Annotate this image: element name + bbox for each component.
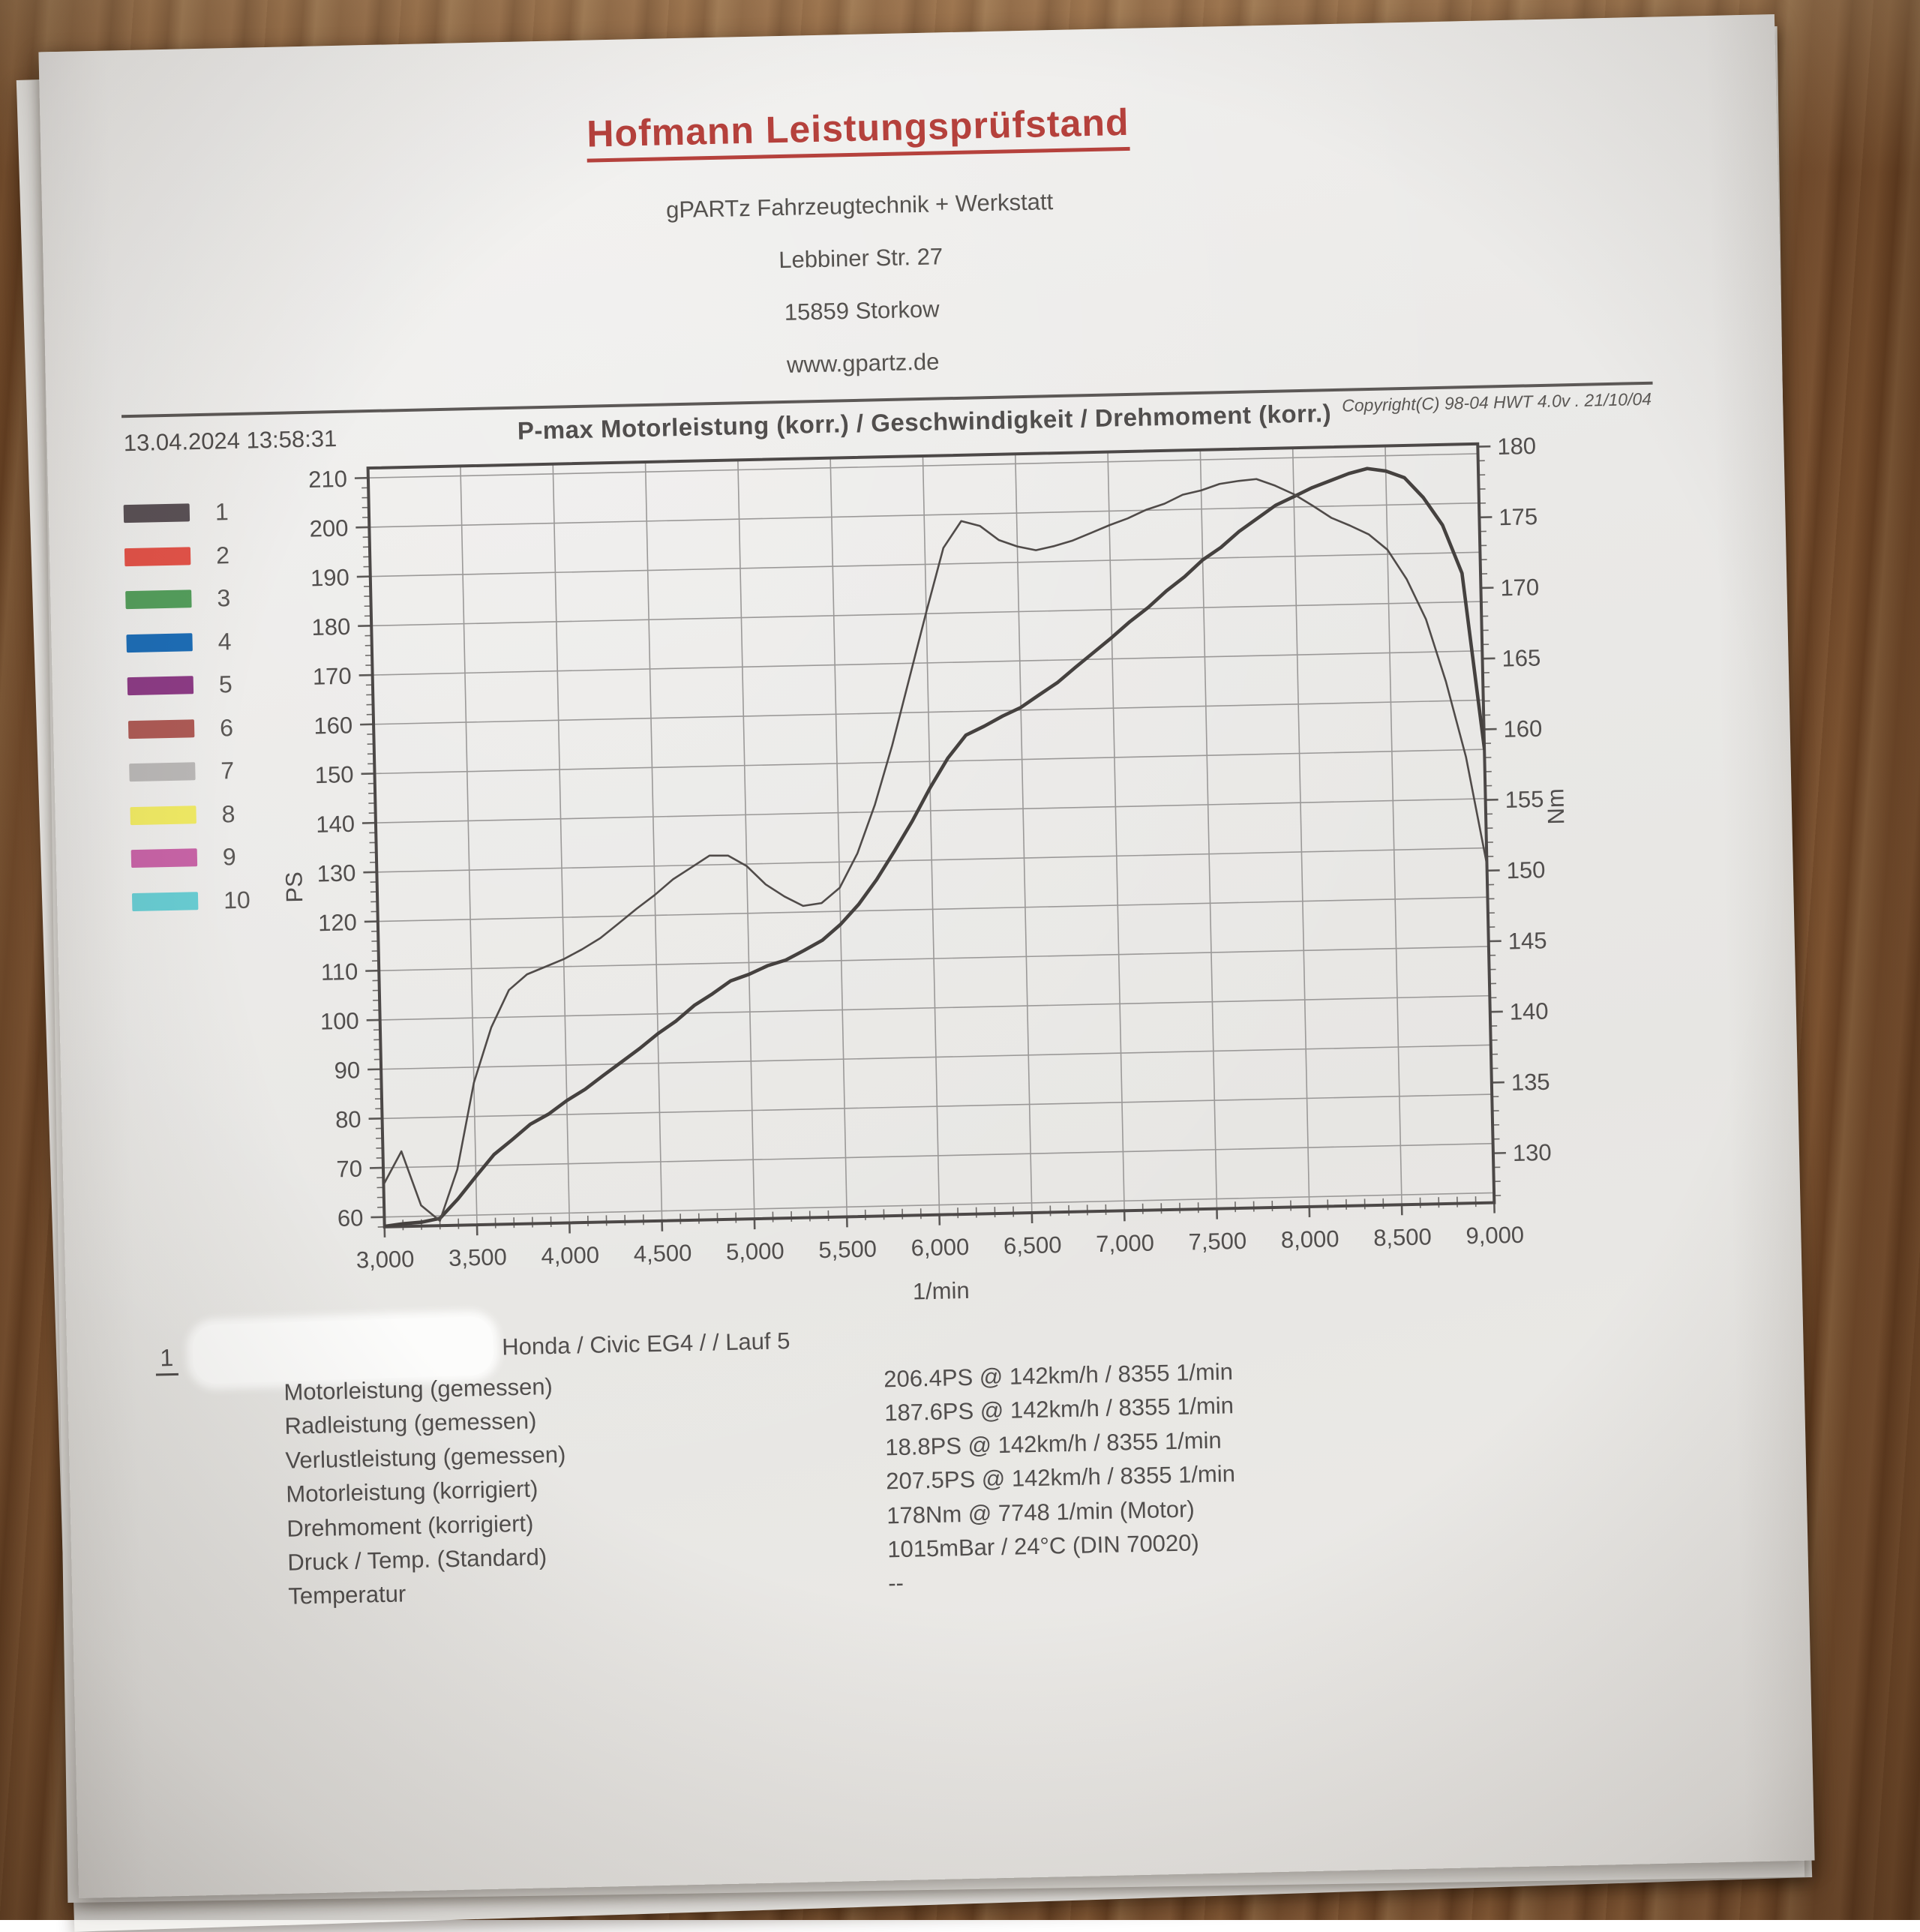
svg-text:210: 210 xyxy=(308,466,347,493)
legend-color-swatch xyxy=(131,848,198,868)
legend-color-swatch xyxy=(124,547,191,566)
svg-text:150: 150 xyxy=(314,761,353,788)
dyno-printout-page: Hofmann Leistungsprüfstand gPARTz Fahrze… xyxy=(38,14,1814,1898)
svg-text:110: 110 xyxy=(320,958,358,986)
result-value: 178Nm @ 7748 1/min (Motor) xyxy=(886,1496,1195,1529)
svg-text:130: 130 xyxy=(1513,1139,1552,1166)
legend-row: 3 xyxy=(125,585,126,628)
legend-color-swatch xyxy=(126,633,193,652)
svg-text:130: 130 xyxy=(316,860,356,886)
svg-text:80: 80 xyxy=(335,1106,362,1133)
svg-text:165: 165 xyxy=(1502,644,1540,671)
legend-color-swatch xyxy=(128,676,194,695)
legend-run-number: 6 xyxy=(220,714,234,742)
legend-run-number: 3 xyxy=(217,584,231,612)
right-axis-label: Nm xyxy=(1542,788,1569,825)
legend-color-swatch xyxy=(124,503,190,523)
svg-text:3,000: 3,000 xyxy=(356,1246,414,1274)
legend-run-number: 8 xyxy=(221,800,236,828)
result-value: 1015mBar / 24°C (DIN 70020) xyxy=(887,1529,1199,1563)
result-value: -- xyxy=(888,1570,904,1597)
svg-text:100: 100 xyxy=(320,1008,359,1035)
svg-text:135: 135 xyxy=(1510,1069,1550,1096)
svg-text:140: 140 xyxy=(316,811,355,838)
legend-row: 7 xyxy=(129,758,130,800)
result-label: Verlustleistung (gemessen) xyxy=(285,1441,566,1474)
result-label: Motorleistung (gemessen) xyxy=(284,1373,553,1406)
legend-run-number: 2 xyxy=(216,542,230,569)
svg-text:6,500: 6,500 xyxy=(1004,1232,1062,1259)
svg-text:140: 140 xyxy=(1509,998,1548,1025)
svg-text:70: 70 xyxy=(336,1156,362,1183)
legend-row: 10 xyxy=(132,887,133,930)
svg-text:90: 90 xyxy=(334,1057,360,1084)
legend-row: 4 xyxy=(126,628,127,671)
svg-text:170: 170 xyxy=(1500,574,1539,601)
svg-text:9,000: 9,000 xyxy=(1466,1222,1524,1250)
svg-text:120: 120 xyxy=(318,909,357,936)
header-org: gPARTz Fahrzeugtechnik + Werkstatt xyxy=(42,175,1677,238)
svg-text:7,500: 7,500 xyxy=(1188,1228,1246,1256)
svg-text:160: 160 xyxy=(314,712,352,739)
svg-text:170: 170 xyxy=(313,663,352,690)
legend-color-swatch xyxy=(130,806,196,825)
svg-text:180: 180 xyxy=(311,614,350,640)
svg-text:150: 150 xyxy=(1506,856,1545,884)
page-header: Hofmann Leistungsprüfstand gPARTz Fahrze… xyxy=(40,88,1681,394)
result-label: Druck / Temp. (Standard) xyxy=(287,1544,547,1576)
svg-text:175: 175 xyxy=(1498,503,1538,530)
x-axis-label: 1/min xyxy=(912,1277,970,1305)
legend-row: 9 xyxy=(130,844,131,886)
legend-row: 5 xyxy=(127,671,128,714)
svg-text:8,000: 8,000 xyxy=(1281,1226,1340,1253)
svg-text:160: 160 xyxy=(1503,716,1542,742)
svg-text:200: 200 xyxy=(309,515,348,542)
svg-text:5,000: 5,000 xyxy=(726,1238,784,1265)
page-title: Hofmann Leistungsprüfstand xyxy=(586,100,1130,163)
legend-color-swatch xyxy=(128,719,195,739)
svg-text:4,500: 4,500 xyxy=(633,1240,692,1268)
legend-row: 1 xyxy=(123,499,124,542)
vehicle-description: Honda / Civic EG4 / / Lauf 5 xyxy=(502,1328,790,1360)
svg-text:5,500: 5,500 xyxy=(818,1236,877,1264)
result-label: Drehmoment (korrigiert) xyxy=(286,1510,534,1542)
left-axis-label: PS xyxy=(280,872,308,903)
result-label: Motorleistung (korrigiert) xyxy=(286,1476,538,1508)
legend-run-number: 1 xyxy=(214,498,229,526)
svg-text:7,000: 7,000 xyxy=(1096,1229,1154,1257)
legend-color-swatch xyxy=(132,892,199,911)
legend-row: 2 xyxy=(124,542,125,585)
result-label: Temperatur xyxy=(288,1581,406,1610)
legend-run-number: 10 xyxy=(224,886,250,914)
svg-text:60: 60 xyxy=(338,1204,364,1232)
svg-text:3,500: 3,500 xyxy=(448,1244,507,1271)
results-table: Motorleistung (gemessen) 206.4PS @ 142km… xyxy=(284,1350,1609,1617)
svg-text:145: 145 xyxy=(1508,927,1546,954)
legend-row: 6 xyxy=(128,715,129,758)
svg-text:180: 180 xyxy=(1497,433,1536,460)
dyno-chart-svg: 60 70 80 90 100 110 120 130 140 150 160 170 180 190 20… xyxy=(249,378,1627,1352)
legend-run-number: 5 xyxy=(218,670,232,698)
result-value: 206.4PS @ 142km/h / 8355 1/min xyxy=(884,1358,1233,1393)
run-number: 1 xyxy=(155,1344,178,1376)
axis-tick-labels: 60 70 80 90 100 110 120 130 140 150 160 170 180 190 20… xyxy=(308,433,1554,1274)
chart-gridlines xyxy=(368,444,1495,1227)
dyno-chart: 60 70 80 90 100 110 120 130 140 150 160 170 180 190 20… xyxy=(249,378,1627,1352)
svg-text:6,000: 6,000 xyxy=(910,1234,969,1262)
header-city: 15859 Storkow xyxy=(44,280,1679,343)
legend-run-number: 7 xyxy=(220,757,235,784)
header-street: Lebbiner Str. 27 xyxy=(44,227,1678,290)
legend-color-swatch xyxy=(125,590,192,609)
svg-text:190: 190 xyxy=(310,564,350,591)
svg-text:8,500: 8,500 xyxy=(1373,1223,1432,1251)
legend-color-swatch xyxy=(129,762,196,782)
redacted-owner-name xyxy=(192,1316,494,1384)
legend-run-number: 4 xyxy=(218,628,232,656)
legend-run-number: 9 xyxy=(222,843,236,871)
svg-text:4,000: 4,000 xyxy=(541,1242,599,1270)
result-label: Radleistung (gemessen) xyxy=(284,1408,537,1440)
svg-text:155: 155 xyxy=(1504,786,1544,813)
